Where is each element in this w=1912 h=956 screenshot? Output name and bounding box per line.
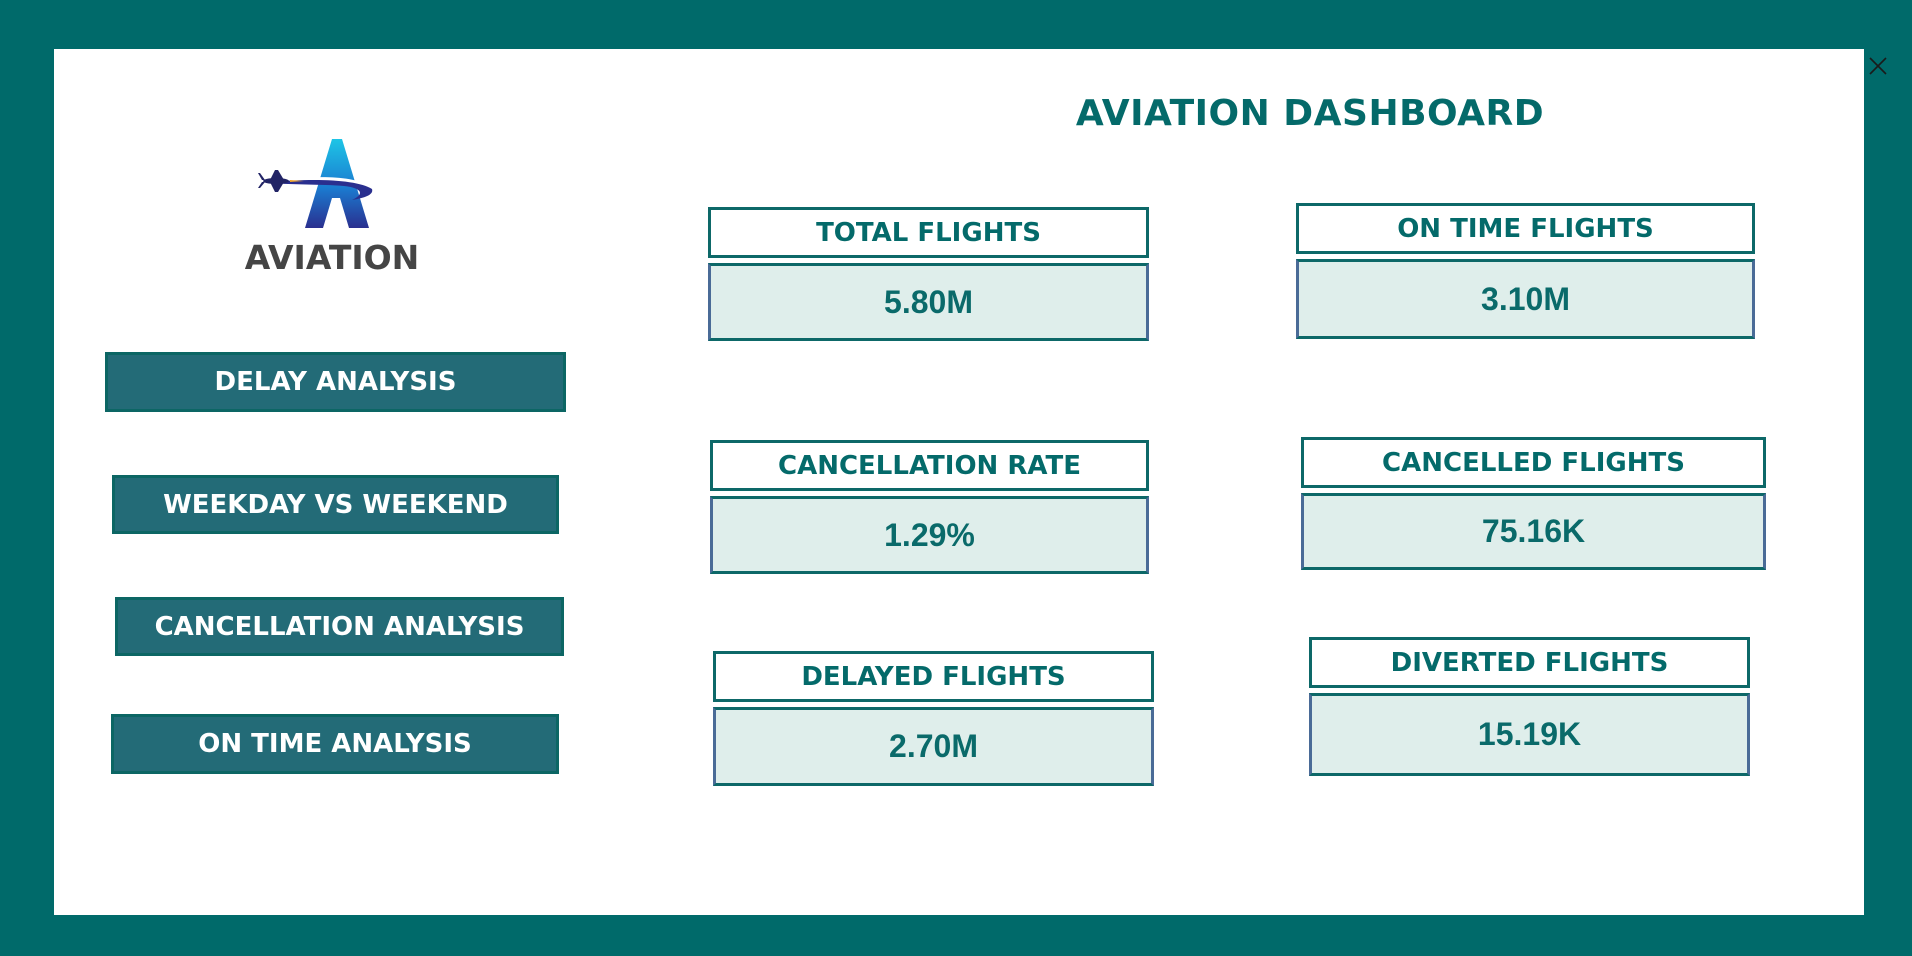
cancellation-rate-value: 1.29% <box>710 496 1149 574</box>
cancelled-flights-label: CANCELLED FLIGHTS <box>1301 437 1766 488</box>
cancellation-analysis-button[interactable]: CANCELLATION ANALYSIS <box>115 597 564 656</box>
on-time-flights-value: 3.10M <box>1296 259 1755 339</box>
on-time-analysis-button[interactable]: ON TIME ANALYSIS <box>111 714 559 774</box>
on-time-flights-label: ON TIME FLIGHTS <box>1296 203 1755 254</box>
close-button[interactable] <box>1864 52 1892 80</box>
aviation-logo: AVIATION <box>245 139 420 276</box>
delay-analysis-button[interactable]: DELAY ANALYSIS <box>105 352 566 412</box>
weekday-vs-weekend-button[interactable]: WEEKDAY VS WEEKEND <box>112 475 559 534</box>
airplane-icon <box>258 170 304 192</box>
diverted-flights-label: DIVERTED FLIGHTS <box>1309 637 1750 688</box>
logo-swoosh-trail <box>272 180 373 200</box>
cancellation-rate-label: CANCELLATION RATE <box>710 440 1149 491</box>
delayed-flights-value: 2.70M <box>713 707 1154 786</box>
close-icon <box>1869 57 1887 75</box>
cancelled-flights-value: 75.16K <box>1301 493 1766 570</box>
total-flights-value: 5.80M <box>708 263 1149 341</box>
delayed-flights-label: DELAYED FLIGHTS <box>713 651 1154 702</box>
total-flights-label: TOTAL FLIGHTS <box>708 207 1149 258</box>
logo-text: AVIATION <box>245 238 420 276</box>
diverted-flights-value: 15.19K <box>1309 693 1750 776</box>
page-title: AVIATION DASHBOARD <box>1075 93 1545 134</box>
